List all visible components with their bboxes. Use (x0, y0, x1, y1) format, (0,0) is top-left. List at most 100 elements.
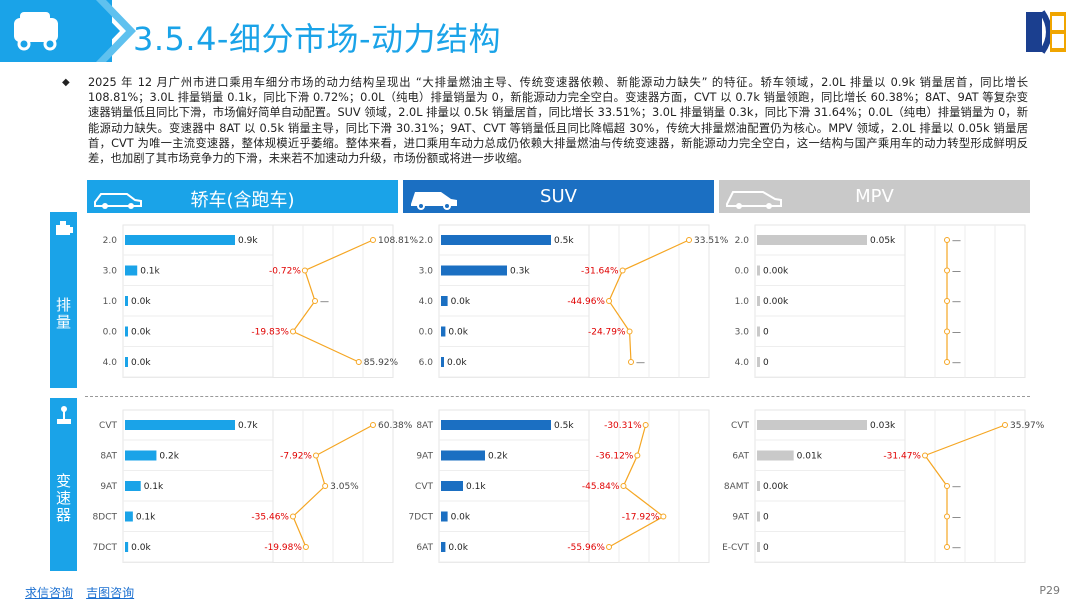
bar-value-label: 0.00k (763, 267, 789, 277)
line-value-label: 85.92% (364, 358, 399, 368)
bar (441, 235, 551, 245)
bar-category-label: 2.0 (735, 236, 750, 246)
line-value-label: — (952, 513, 961, 523)
bar-category-label: 4.0 (103, 358, 118, 368)
line-point (312, 452, 319, 459)
bar-value-label: 0.7k (238, 421, 258, 431)
bar-value-label: 0.2k (159, 452, 179, 462)
line-point (944, 267, 950, 274)
line-value-label: -36.12% (596, 452, 634, 462)
line-point (944, 328, 950, 335)
bar-value-label: 0.5k (554, 236, 574, 246)
line-point (944, 298, 950, 304)
bar-category-label: 4.0 (419, 297, 434, 307)
segment-label-sedan: 轿车(含跑车) (190, 190, 295, 211)
bar (125, 265, 138, 276)
footer-links: 求信咨询 吉图咨询 (25, 582, 142, 601)
bar (125, 420, 235, 430)
bar-value-label: 0 (763, 358, 769, 368)
mpv-icon (726, 191, 782, 209)
side-label-displacement-text: 排量 (54, 297, 72, 331)
bar-category-label: 2.0 (419, 236, 434, 246)
line-value-label: -35.46% (251, 513, 289, 523)
bar (441, 481, 463, 491)
bar-value-label: 0.0k (451, 297, 471, 307)
line-value-label: — (952, 328, 961, 338)
line-point (322, 483, 329, 489)
line-point (686, 237, 692, 243)
line-value-label: -19.83% (251, 328, 289, 338)
bar (441, 511, 448, 522)
bar-value-label: 0.05k (870, 236, 896, 246)
line-value-label: -44.96% (567, 297, 605, 307)
bar-value-label: 0.0k (131, 358, 151, 368)
line-value-label: 3.05% (330, 482, 359, 492)
line-value-label: — (636, 358, 645, 368)
footer-link-qiuxin[interactable]: 求信咨询 (25, 586, 74, 600)
line-point (642, 422, 649, 428)
bullet-icon: ◆ (62, 77, 70, 88)
footer-link-jitu[interactable]: 吉图咨询 (86, 586, 135, 600)
bar-category-label: CVT (731, 421, 749, 431)
bar-value-label: 0.0k (448, 328, 468, 338)
side-label-displacement: 排量 (50, 212, 77, 388)
bar (125, 450, 157, 461)
bar-category-label: 9AT (100, 482, 117, 492)
section-divider (85, 396, 1030, 397)
line-point (944, 513, 950, 520)
line-value-label: — (952, 482, 961, 492)
line-point (628, 359, 634, 365)
bar (757, 481, 760, 491)
bar (757, 357, 760, 367)
header-arrow-decoration (70, 0, 136, 62)
brand-logo (1026, 10, 1066, 54)
side-label-transmission: 变速器 (50, 398, 77, 571)
bar-value-label: 0 (763, 543, 769, 553)
bar-value-label: 0 (763, 328, 769, 338)
summary-text: 2025 年 12 月广州市进口乘用车细分市场的动力结构呈现出 “大排量燃油主导… (88, 76, 1028, 166)
segment-label-mpv: MPV (855, 186, 894, 207)
line-point (944, 237, 950, 243)
bar-category-label: CVT (415, 482, 433, 492)
page-title: 3.5.4-细分市场-动力结构 (133, 20, 502, 58)
line-value-label: 108.81% (378, 236, 418, 246)
line-value-label: -19.98% (264, 543, 302, 553)
bar (441, 542, 446, 552)
segment-label-suv: SUV (540, 186, 577, 207)
line-value-label: 33.51% (694, 236, 729, 246)
bar-value-label: 0.0k (447, 358, 467, 368)
engine-icon (55, 221, 73, 235)
bar (125, 326, 128, 337)
bar (441, 420, 551, 430)
line-value-label: -0.72% (269, 267, 301, 277)
line-value-label: -31.47% (883, 452, 921, 462)
bar-category-label: CVT (99, 421, 117, 431)
bar-category-label: 9AT (416, 452, 433, 462)
bar (441, 296, 448, 306)
segment-header-sedan: 轿车(含跑车) (87, 180, 398, 213)
line-value-label: 60.38% (378, 421, 413, 431)
line-value-label: -45.84% (582, 482, 620, 492)
bar (125, 542, 129, 552)
bar-category-label: 6AT (732, 452, 749, 462)
line-point (922, 452, 928, 459)
page-number: P29 (1039, 584, 1060, 597)
line-point (626, 328, 633, 335)
line-point (312, 298, 318, 304)
bar-value-label: 0.9k (238, 236, 258, 246)
car-icon (14, 12, 58, 51)
bar (757, 450, 794, 461)
bar-value-label: 0.1k (140, 267, 160, 277)
sedan-icon (94, 193, 142, 209)
bar (125, 511, 133, 522)
bar (441, 357, 444, 367)
line-point (606, 298, 612, 304)
line-point (1002, 422, 1008, 428)
bar-value-label: 0.1k (136, 513, 156, 523)
line-point (290, 328, 296, 335)
line-value-label: — (952, 297, 961, 307)
bar-value-label: 0.0k (131, 543, 151, 553)
bar-category-label: 0.0 (735, 267, 750, 277)
bar-category-label: 6AT (416, 543, 433, 553)
bar-category-label: 8AT (100, 452, 117, 462)
